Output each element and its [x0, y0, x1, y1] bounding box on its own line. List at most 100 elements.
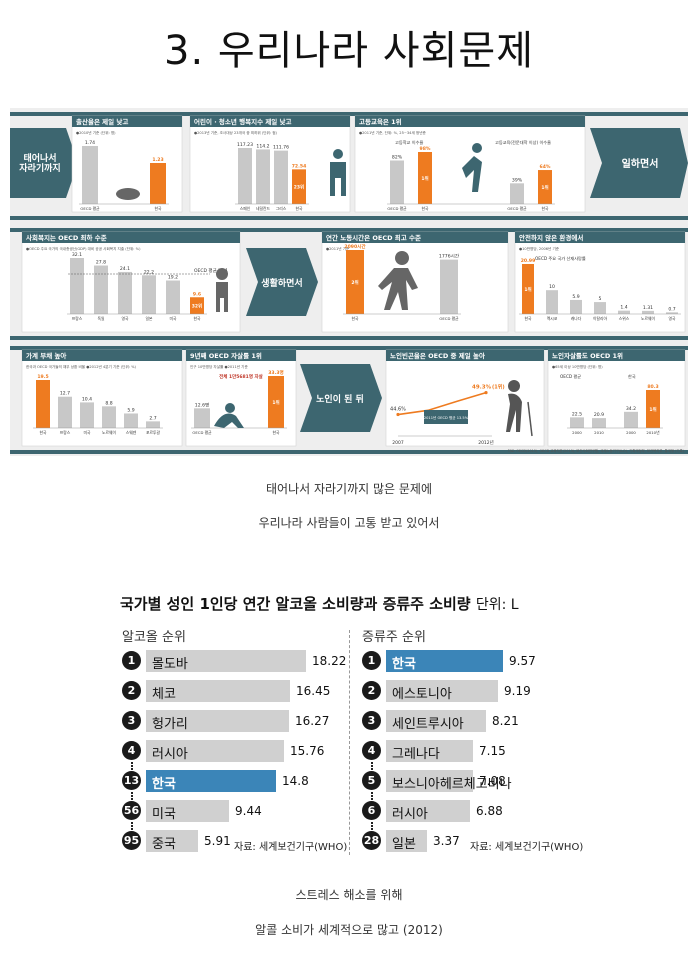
panel-6-value-label: 1.31 — [643, 305, 653, 311]
panel-6-badge: 1위 — [524, 286, 531, 293]
row-top-stripe — [10, 112, 688, 116]
page-title: 3. 우리나라 사회문제 — [164, 28, 534, 74]
panel-3-x-label: 한국 — [422, 206, 429, 211]
rank-row: 6 러시아 6.88 — [362, 800, 602, 822]
panel-7-value-label: 5.9 — [127, 407, 134, 413]
value-label: 16.27 — [295, 714, 330, 728]
panel-9-value-end: 49.3% — [472, 385, 492, 391]
panel-8-title: 9년째 OECD 자살률 1위 — [190, 351, 262, 360]
panel-9-x-label-end: 2012년 — [478, 439, 494, 446]
value-label: 16.45 — [296, 684, 331, 698]
rank-badge: 6 — [362, 801, 381, 820]
panel-4-title: 사회복지는 OECD 최하 수준 — [26, 233, 107, 242]
panel-6-value-label: 5.9 — [572, 294, 579, 300]
panel-2-x-label: 네덜란드 — [256, 206, 270, 211]
panel-2-note: ●2013년 기준, 조사대상 23개국 중 최하위 (단위: 점) — [194, 130, 278, 135]
panel-10-value-label: 80.3 — [647, 384, 658, 390]
panel-5-x-label: OECD 평균 — [439, 316, 459, 321]
country-label: 미국 — [152, 807, 176, 822]
panel-6-value-label: 10 — [549, 284, 555, 290]
country-label: 헝가리 — [152, 717, 188, 732]
panel-10-value-label: 34.2 — [626, 406, 636, 412]
panel-5-bar — [346, 250, 364, 314]
rank-row: 1 한국 9.57 — [362, 650, 602, 672]
country-label: 일본 — [392, 837, 416, 852]
panel-4-bar — [118, 271, 132, 314]
value-label: 9.19 — [504, 684, 531, 698]
panel-6-box — [514, 231, 686, 333]
panel-3-x-label: OECD 평균 — [507, 206, 527, 211]
rank-bar — [146, 800, 229, 822]
row-bottom-stripe — [10, 336, 688, 340]
panel-4-bar — [190, 297, 204, 314]
panel-8-x-label: OECD 평균 — [192, 430, 212, 435]
alcohol-chart-title: 국가별 성인 1인당 연간 알코올 소비량과 증류주 소비량 단위: L — [120, 593, 519, 614]
panel-10-bar — [570, 417, 584, 428]
panel-7-value-label: 8.8 — [105, 400, 112, 406]
panel-2-bar — [256, 149, 270, 204]
rank-bar — [386, 710, 486, 732]
panel-10-header — [548, 350, 685, 361]
bowing-worker-icon — [216, 268, 228, 280]
panel-8-x-label: 한국 — [273, 430, 280, 435]
walking-worker-icon — [395, 251, 409, 265]
panel-3-value-label: 98% — [420, 146, 431, 152]
rank-gap-dots — [371, 822, 373, 830]
panel-8-bar — [268, 376, 284, 428]
panel-1-x-label: OECD 평균 — [80, 206, 100, 211]
panel-4-value-label: 22.2 — [144, 269, 154, 275]
panel-9-point-end — [484, 391, 488, 395]
rank-badge: 4 — [362, 741, 381, 760]
panel-1-value-label: 1.74 — [85, 140, 95, 146]
panel-7-value-label: 2.7 — [149, 415, 156, 421]
panel-6-bar — [546, 290, 558, 314]
rank-bar — [386, 830, 427, 852]
kneeling-person-icon — [225, 403, 235, 413]
baby-icon — [116, 188, 140, 200]
rank-gap-dots — [131, 822, 133, 830]
panel-6-x-label: 스위스 — [619, 316, 630, 321]
panel-6-x-label: 영국 — [669, 316, 676, 321]
rank-badge: 28 — [362, 831, 381, 850]
panel-6-note: ●10만명당, 2006년 기준 — [519, 246, 560, 251]
panel-5-bar — [440, 259, 458, 314]
panel-2-badge: 23위 — [294, 184, 304, 191]
panel-4-x-label: 프랑스 — [72, 316, 83, 321]
panel-3-bar — [390, 160, 404, 204]
panel-1-x-label: 한국 — [155, 206, 162, 211]
panel-3-badge: 1위 — [541, 184, 548, 191]
stage-arrow-childhood-label: 자라기까지 — [19, 162, 60, 174]
rank-badge: 1 — [362, 651, 381, 670]
rank-bar — [146, 830, 198, 852]
panel-4-bar — [70, 258, 84, 314]
panel-8-value-label: 12.6명 — [195, 401, 209, 408]
panel-2-bar — [238, 148, 252, 204]
panel-9-box — [385, 349, 545, 447]
rank-row: 4 그레나다 7.15 — [362, 740, 602, 762]
rank-badge: 2 — [362, 681, 381, 700]
panel-10-box — [547, 349, 686, 447]
panel-1-bar — [150, 163, 166, 204]
panel-6-bar — [570, 299, 582, 314]
panel-9-annotation-box — [424, 410, 468, 424]
panel-7-x-label: 한국 — [40, 430, 47, 435]
value-label: 6.88 — [476, 804, 503, 818]
panel-8-annotation: 전체 1만5681명 자살 — [219, 373, 263, 380]
panel-4-bar — [166, 280, 180, 314]
caption-2: 우리나라 사람들이 고통 받고 있어서 — [258, 516, 440, 530]
panel-10-subtitle: 한국 — [628, 374, 636, 380]
rank-badge: 4 — [122, 741, 141, 760]
rank-row: 95 중국 5.91 — [122, 830, 342, 852]
panel-2-value-label: 111.76 — [273, 145, 289, 151]
panel-7-bar — [58, 396, 72, 428]
caption-1: 태어나서 자라기까지 많은 문제에 — [265, 482, 432, 496]
rank-badge: 2 — [122, 681, 141, 700]
country-label: 러시아 — [152, 747, 188, 762]
stage-arrow-working — [590, 128, 688, 198]
panel-7-bar — [146, 421, 160, 428]
panel-10-x-label: 2000 — [626, 430, 636, 435]
panel-2-header — [190, 116, 350, 127]
row-top-stripe — [10, 228, 688, 232]
panel-4-bar — [142, 275, 156, 314]
